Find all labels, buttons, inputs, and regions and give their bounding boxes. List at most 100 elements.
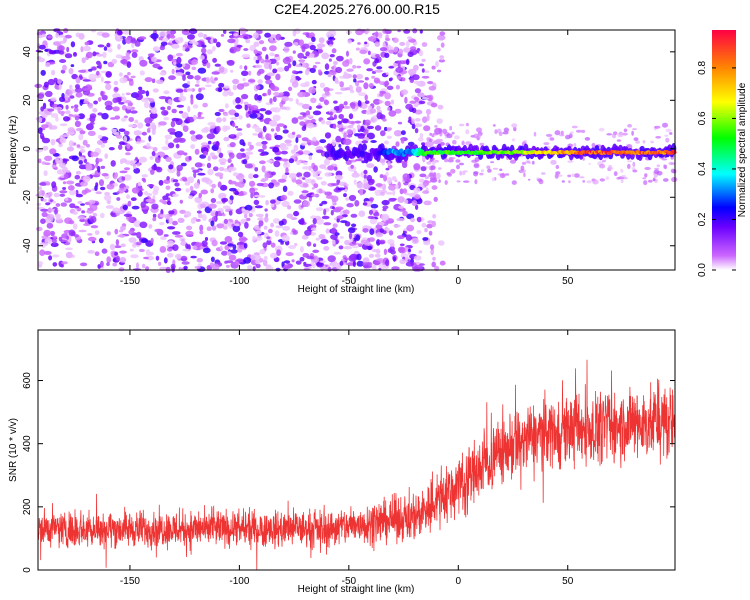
heatmap-cell — [362, 257, 370, 264]
heatmap-cell — [262, 242, 268, 249]
heatmap-cell — [361, 140, 369, 144]
heatmap-cell — [320, 181, 327, 186]
heatmap-cell — [116, 191, 120, 195]
heatmap-cell — [254, 127, 263, 133]
heatmap-cell — [431, 160, 436, 166]
heatmap-cell — [210, 188, 215, 194]
heatmap-cell — [631, 167, 636, 170]
heatmap-cell — [306, 255, 315, 260]
heatmap-cell — [248, 70, 252, 76]
heatmap-cell — [381, 213, 390, 221]
heatmap-cell — [343, 245, 353, 250]
heatmap-cell — [85, 163, 93, 170]
heatmap-cell — [364, 119, 371, 126]
snr-frame — [37, 329, 676, 571]
heatmap-cell — [425, 108, 432, 115]
heatmap-cell — [661, 158, 668, 161]
heatmap-cell — [89, 216, 97, 223]
heatmap-cell — [270, 128, 275, 132]
x-tick-label: -150 — [120, 576, 140, 587]
heatmap-cell — [503, 127, 510, 133]
heatmap-cell — [499, 168, 503, 172]
heatmap-cell — [282, 91, 290, 98]
heatmap-cell — [74, 120, 81, 128]
heatmap-cell — [221, 250, 228, 256]
heatmap-cell — [342, 209, 350, 215]
heatmap-cell — [388, 184, 396, 191]
heatmap-cell — [133, 220, 142, 228]
heatmap-cell — [347, 120, 357, 124]
heatmap-cell — [40, 218, 46, 224]
heatmap-cell — [346, 129, 353, 135]
heatmap-cell — [334, 174, 343, 180]
heatmap-cell — [362, 228, 369, 233]
heatmap-cell — [187, 44, 193, 49]
heatmap-cell — [430, 248, 435, 256]
heatmap-cell — [127, 200, 132, 207]
heatmap-cell — [411, 123, 416, 130]
heatmap-cell — [385, 167, 390, 171]
heatmap-cell — [275, 126, 281, 132]
heatmap-cell — [379, 47, 388, 52]
heatmap-cell — [378, 158, 386, 163]
heatmap-cell — [373, 77, 380, 84]
colorbar-label: Normalized spectral amplitude — [737, 82, 748, 217]
heatmap-cell — [338, 113, 345, 120]
heatmap-cell — [283, 264, 292, 270]
heatmap-cell — [331, 239, 336, 244]
heatmap-cell — [137, 36, 147, 40]
heatmap-cell — [284, 41, 293, 47]
heatmap-cell — [188, 195, 194, 200]
heatmap-cell — [479, 142, 485, 146]
heatmap-cell — [357, 100, 362, 107]
heatmap-cell — [388, 66, 395, 69]
heatmap-cell — [373, 98, 381, 105]
heatmap-cell — [351, 172, 360, 178]
heatmap-cell — [354, 200, 360, 207]
heatmap-cell — [276, 249, 281, 256]
heatmap-cell — [280, 194, 288, 201]
heatmap-cell — [36, 202, 41, 207]
heatmap-cell — [127, 72, 131, 76]
heatmap-cell — [126, 61, 132, 68]
heatmap-cell — [86, 143, 90, 148]
heatmap-cell — [141, 177, 146, 182]
heatmap-cell — [128, 237, 137, 243]
heatmap-cell — [305, 51, 310, 57]
heatmap-cell — [574, 173, 580, 178]
heatmap-cell — [397, 121, 403, 125]
heatmap-cell — [211, 225, 217, 231]
heatmap-cell — [98, 237, 104, 244]
heatmap-cell — [178, 267, 183, 270]
heatmap-cell — [327, 40, 334, 46]
heatmap-cell — [120, 225, 126, 231]
heatmap-cell — [151, 78, 156, 84]
heatmap-cell — [257, 94, 263, 101]
heatmap-cell — [632, 128, 637, 131]
heatmap-cell — [64, 93, 69, 101]
heatmap-cell — [92, 212, 98, 217]
heatmap-cell — [343, 138, 352, 146]
heatmap-cell — [158, 96, 168, 100]
heatmap-cell — [369, 35, 377, 42]
heatmap-cell — [225, 260, 234, 264]
heatmap-cell — [369, 197, 374, 202]
heatmap-cell — [43, 229, 51, 237]
heatmap-cell — [366, 163, 375, 169]
heatmap-cell — [319, 164, 327, 170]
heatmap-cell — [65, 251, 73, 259]
heatmap-cell — [274, 134, 283, 141]
heatmap-cell — [389, 77, 393, 81]
heatmap-cell — [125, 92, 131, 96]
heatmap-cell — [540, 172, 546, 175]
heatmap-cell — [138, 156, 147, 163]
heatmap-cell — [39, 182, 48, 186]
heatmap-cell — [392, 189, 396, 196]
heatmap-cell — [369, 228, 375, 235]
heatmap-cell — [385, 191, 393, 195]
heatmap-cell — [388, 230, 394, 236]
heatmap-cell — [182, 83, 190, 89]
heatmap-cell — [325, 120, 332, 126]
heatmap-cell — [431, 65, 436, 70]
heatmap-cell — [338, 127, 344, 132]
